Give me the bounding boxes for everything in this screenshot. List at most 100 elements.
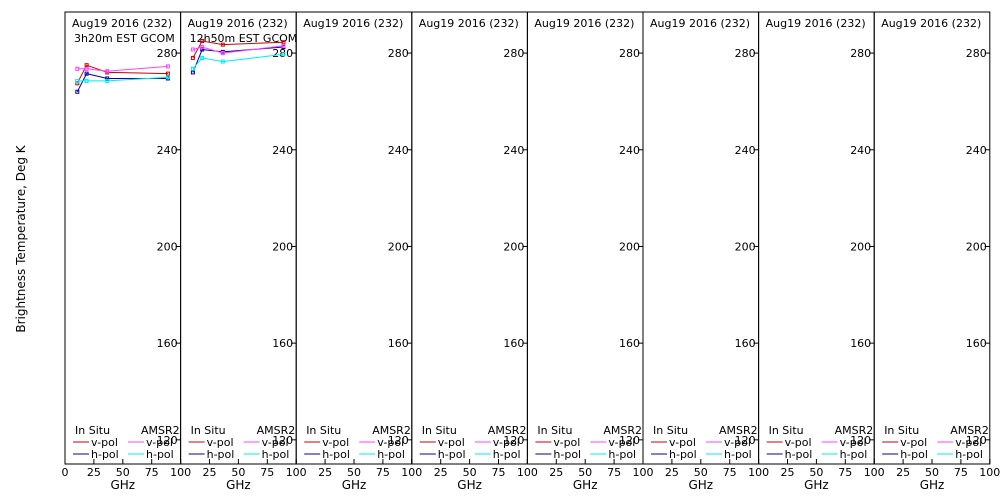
legend-label-amsr2-h: h-pol	[146, 448, 174, 461]
panel-frame	[180, 11, 297, 465]
legend-title-amsr2: AMSR2	[372, 424, 411, 437]
legend-label-insitu-v: v-pol	[900, 436, 927, 449]
panel-title: Aug19 2016 (232)	[419, 17, 519, 30]
x-tick-label: 50	[694, 466, 708, 479]
legend-title-amsr2: AMSR2	[603, 424, 642, 437]
y-tick-label: 120	[272, 434, 293, 447]
panel-subtitle: 12h50m EST GCOM	[190, 32, 298, 45]
legend-label-amsr2-v: v-pol	[955, 436, 982, 449]
panel-frame	[295, 11, 413, 465]
data-point-amsr2-h	[84, 78, 89, 83]
series-line-insitu-h	[76, 73, 168, 93]
x-tick-label: 50	[809, 466, 823, 479]
data-point-insitu-v	[220, 42, 225, 47]
x-tick-label: 75	[145, 466, 159, 479]
panel-6: 120 160 200 240 280 25 50 75 100 GHz Aug19 2016 (2…	[642, 11, 769, 492]
legend-title-amsr2: AMSR2	[141, 424, 180, 437]
y-tick-label: 200	[619, 240, 640, 253]
panel-title: Aug19 2016 (232)	[534, 17, 634, 30]
legend-label-insitu-h: h-pol	[900, 448, 928, 461]
x-tick-label: 100	[633, 466, 654, 479]
series-line-amsr2-v	[192, 45, 284, 54]
panel-frame	[526, 11, 644, 465]
data-point-insitu-h	[84, 71, 89, 76]
legend-title-insitu: In Situ	[191, 424, 226, 437]
y-tick-label: 240	[735, 144, 756, 157]
y-tick-label: 160	[272, 337, 293, 350]
data-point-amsr2-v	[84, 66, 89, 71]
x-axis-label: GHz	[110, 478, 135, 492]
x-axis-label: GHz	[804, 478, 829, 492]
legend-title-insitu: In Situ	[537, 424, 572, 437]
series-line-insitu-v	[192, 40, 284, 59]
panel-7: 120 160 200 240 280 25 50 75 100 GHz Aug19 2016 (2…	[758, 11, 885, 492]
panel-title: Aug19 2016 (232)	[72, 17, 172, 30]
x-axis-label: GHz	[573, 478, 598, 492]
x-tick-label: 25	[203, 466, 217, 479]
legend-title-insitu: In Situ	[653, 424, 688, 437]
y-tick-label: 200	[503, 240, 524, 253]
panel-5: 120 160 200 240 280 25 50 75 100 GHz Aug19 2016 (2…	[526, 11, 654, 492]
x-tick-label: 75	[492, 466, 506, 479]
legend-label-amsr2-v: v-pol	[262, 436, 289, 449]
y-tick-label: 120	[503, 434, 524, 447]
legend-label-insitu-h: h-pol	[785, 448, 813, 461]
y-tick-label: 120	[966, 434, 987, 447]
y-tick-label: 200	[272, 240, 293, 253]
panel-4: 120 160 200 240 280 25 50 75 100 GHz Aug19 2016 (2…	[411, 11, 538, 492]
x-tick-label: 25	[549, 466, 563, 479]
data-point-insitu-h	[105, 76, 110, 81]
y-tick-label: 240	[966, 144, 987, 157]
legend-title-insitu: In Situ	[306, 424, 341, 437]
y-tick-label: 240	[619, 144, 640, 157]
data-point-insitu-v	[200, 39, 205, 44]
data-point-insitu-h	[75, 89, 80, 94]
panel-frame	[411, 11, 528, 465]
y-tick-label: 120	[619, 434, 640, 447]
legend-label-amsr2-h: h-pol	[377, 448, 405, 461]
y-tick-label: 200	[966, 240, 987, 253]
x-tick-label: 75	[723, 466, 737, 479]
legend-label-insitu-v: v-pol	[438, 436, 465, 449]
panels-group: 120 160 200 240 280 0 25 50 75 100 GHz Aug19 2016 (…	[62, 11, 1000, 492]
panel-subtitle: 3h20m EST GCOM	[74, 32, 175, 45]
panel-2: 120 160 200 240 280 25 50 75 100 GHz Aug19 2016 (2…	[180, 11, 307, 492]
legend-title-insitu: In Situ	[884, 424, 919, 437]
legend-label-insitu-h: h-pol	[91, 448, 119, 461]
series-line-insitu-v	[76, 64, 168, 84]
data-point-amsr2-v	[200, 45, 205, 50]
x-tick-label: 75	[260, 466, 274, 479]
y-tick-label: 160	[503, 337, 524, 350]
data-point-insitu-v	[190, 55, 195, 60]
panel-frame	[642, 11, 760, 465]
legend-label-insitu-h: h-pol	[438, 448, 466, 461]
y-tick-label: 280	[388, 47, 409, 60]
legend-title-amsr2: AMSR2	[488, 424, 527, 437]
legend-label-insitu-h: h-pol	[322, 448, 350, 461]
data-point-amsr2-v	[281, 43, 286, 48]
data-point-amsr2-h	[105, 78, 110, 83]
y-tick-label: 120	[850, 434, 871, 447]
legend-label-insitu-v: v-pol	[669, 436, 696, 449]
x-tick-label: 25	[781, 466, 795, 479]
y-tick-label: 280	[966, 47, 987, 60]
data-point-insitu-v	[75, 81, 80, 86]
data-point-insitu-v	[165, 71, 170, 76]
legend-label-insitu-v: v-pol	[553, 436, 580, 449]
legend-title-amsr2: AMSR2	[719, 424, 758, 437]
x-tick-label: 25	[896, 466, 910, 479]
x-tick-label: 25	[318, 466, 332, 479]
y-tick-label: 280	[735, 47, 756, 60]
x-tick-label: 75	[607, 466, 621, 479]
data-point-amsr2-v	[75, 66, 80, 71]
legend-label-insitu-v: v-pol	[322, 436, 349, 449]
y-tick-label: 240	[272, 144, 293, 157]
x-tick-label: 25	[434, 466, 448, 479]
x-tick-label: 25	[87, 466, 101, 479]
legend-title-amsr2: AMSR2	[950, 424, 989, 437]
y-tick-label: 160	[850, 337, 871, 350]
x-tick-label: 50	[925, 466, 939, 479]
legend-label-amsr2-h: h-pol	[955, 448, 983, 461]
data-point-amsr2-v	[220, 51, 225, 56]
x-tick-label: 100	[170, 466, 191, 479]
